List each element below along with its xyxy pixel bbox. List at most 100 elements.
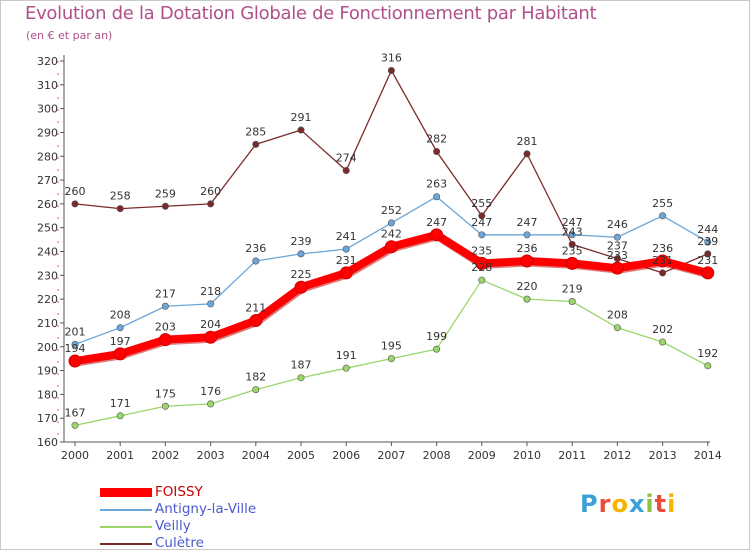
data-point-foissy (610, 261, 624, 275)
y-tick-label: 240 (37, 246, 58, 259)
data-point-antigny-la-ville (297, 250, 305, 258)
logo-letter: i (645, 490, 655, 518)
data-label-veilly: 208 (607, 309, 628, 322)
data-label-antigny-la-ville: 218 (200, 285, 221, 298)
data-point-culetre (161, 202, 169, 210)
data-label-foissy: 236 (517, 242, 538, 255)
data-point-culetre (207, 200, 215, 208)
data-point-antigny-la-ville (478, 231, 486, 239)
x-tick-label: 2002 (151, 449, 179, 462)
y-tick-label: 320 (37, 55, 58, 68)
data-point-foissy (384, 240, 398, 254)
data-point-antigny-la-ville (433, 193, 441, 201)
y-tick-label: 160 (37, 436, 58, 449)
data-label-veilly: 199 (426, 330, 447, 343)
data-point-antigny-la-ville (659, 212, 667, 220)
data-label-culetre: 255 (471, 197, 492, 210)
data-label-foissy: 242 (381, 228, 402, 241)
y-axis-ticks: 160 170 180 190 200 210 220 230 240 250 260 270 280 2… (37, 55, 64, 449)
data-label-antigny-la-ville: 263 (426, 178, 447, 191)
data-point-antigny-la-ville (252, 257, 260, 265)
data-label-foissy: 194 (65, 342, 86, 355)
data-point-foissy (158, 333, 172, 347)
data-point-foissy (339, 266, 353, 280)
x-tick-label: 2007 (377, 449, 405, 462)
y-tick-label: 270 (37, 174, 58, 187)
x-tick-label: 2000 (61, 449, 89, 462)
data-label-veilly: 182 (245, 371, 266, 384)
data-label-culetre: 239 (697, 235, 718, 248)
data-point-culetre (704, 250, 712, 258)
data-point-culetre (659, 269, 667, 277)
data-label-antigny-la-ville: 239 (291, 235, 312, 248)
data-label-foissy: 197 (110, 335, 131, 348)
data-point-veilly (116, 412, 124, 420)
y-tick-label: 280 (37, 150, 58, 163)
data-label-veilly: 167 (65, 406, 86, 419)
series-layer (68, 67, 715, 429)
data-label-culetre: 316 (381, 52, 402, 65)
data-point-foissy (430, 228, 444, 242)
data-point-foissy (68, 354, 82, 368)
data-point-antigny-la-ville (207, 300, 215, 308)
data-label-culetre: 237 (607, 240, 628, 253)
x-axis-ticks: 2000 2001 2002 2003 2004 2005 2006 2007 2008 2009… (61, 442, 722, 462)
legend-label: Culètre (155, 535, 204, 551)
legend-swatch (100, 488, 152, 497)
data-label-foissy: 235 (562, 244, 583, 257)
data-point-veilly (704, 362, 712, 370)
x-tick-label: 2014 (694, 449, 722, 462)
data-point-antigny-la-ville (568, 231, 576, 239)
data-label-veilly: 187 (291, 359, 312, 372)
axes (57, 55, 710, 443)
data-point-antigny-la-ville (704, 238, 712, 246)
data-point-veilly (387, 355, 395, 363)
legend-label: FOISSY (155, 484, 203, 500)
data-point-veilly (342, 364, 350, 372)
data-point-culetre (297, 126, 305, 134)
x-tick-label: 2008 (423, 449, 451, 462)
data-label-foissy: 204 (200, 318, 221, 331)
data-label-foissy: 211 (245, 302, 266, 315)
data-label-antigny-la-ville: 255 (652, 197, 673, 210)
x-tick-label: 2011 (558, 449, 586, 462)
data-point-culetre (342, 167, 350, 175)
data-point-antigny-la-ville (613, 233, 621, 241)
logo-letter: x (628, 490, 646, 518)
data-label-veilly: 195 (381, 340, 402, 353)
series-line-veilly (74, 279, 709, 426)
data-label-veilly: 171 (110, 397, 131, 410)
data-point-veilly (252, 386, 260, 394)
y-tick-label: 200 (37, 341, 58, 354)
legend-swatch (100, 509, 152, 511)
data-point-foissy (204, 330, 218, 344)
y-tick-label: 310 (37, 79, 58, 92)
data-point-veilly (478, 276, 486, 284)
data-label-foissy: 247 (426, 216, 447, 229)
x-tick-label: 2005 (287, 449, 315, 462)
data-label-culetre: 258 (110, 190, 131, 203)
x-tick-label: 2010 (513, 449, 541, 462)
x-tick-label: 2003 (197, 449, 225, 462)
data-labels: 260 258 259 2602852912743162822552812432372… (65, 52, 719, 420)
data-point-veilly (568, 298, 576, 306)
data-point-culetre (478, 212, 486, 220)
data-label-culetre: 260 (65, 185, 86, 198)
data-point-antigny-la-ville (116, 324, 124, 332)
x-tick-label: 2004 (242, 449, 270, 462)
data-label-antigny-la-ville: 241 (336, 230, 357, 243)
data-point-antigny-la-ville (387, 219, 395, 227)
data-label-foissy: 225 (291, 268, 312, 281)
x-tick-label: 2013 (649, 449, 677, 462)
data-label-veilly: 202 (652, 323, 673, 336)
data-point-culetre (433, 147, 441, 155)
data-label-culetre: 282 (426, 132, 447, 145)
data-point-culetre (252, 140, 260, 148)
y-tick-label: 170 (37, 412, 58, 425)
data-label-veilly: 176 (200, 385, 221, 398)
data-label-antigny-la-ville: 208 (110, 309, 131, 322)
data-point-foissy (565, 256, 579, 270)
data-label-foissy: 231 (697, 254, 718, 267)
data-point-foissy (294, 280, 308, 294)
data-label-foissy: 235 (471, 244, 492, 257)
